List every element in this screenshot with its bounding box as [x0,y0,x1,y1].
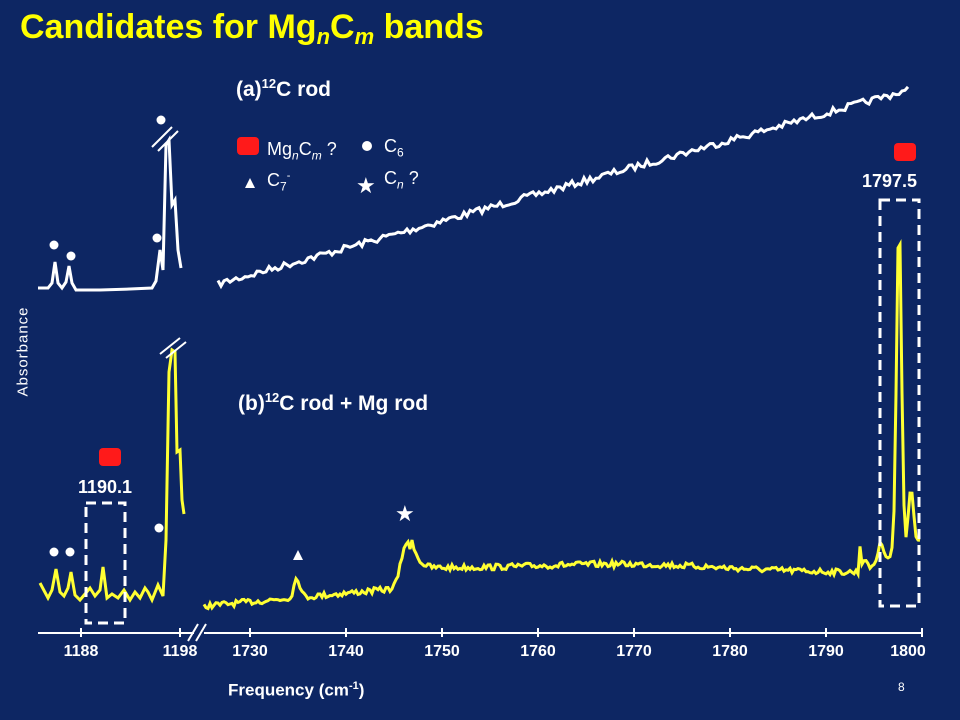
dashed-box-right [878,198,921,608]
page-title: Candidates for MgnCm bands [20,8,484,49]
marker-c6-b1 [49,547,59,557]
legend-c6-dot [362,141,372,151]
trace-a-left [38,134,183,292]
tick-label: 1770 [616,643,652,660]
marker-c6-a3 [152,233,162,243]
axis-break-a2 [157,130,179,152]
x-axis-break [187,623,199,642]
x-axis-label: Frequency (cm-1) [228,680,365,700]
tick-label: 1750 [424,643,460,660]
tick-label: 1790 [808,643,844,660]
trace-b-right [202,238,921,611]
marker-c7-triangle [293,550,303,560]
legend-mgncm-label: MgnCm ? [267,139,337,163]
trace-a-right [216,85,910,290]
panel-a-label: (a)12C rod [236,76,331,101]
legend-cn-label: Cn ? [384,168,419,192]
dashed-box-left [84,501,127,625]
legend-cn-star: ★ [356,174,376,199]
tick-label: 1730 [232,643,268,660]
legend-c7-label: C7- [267,170,291,194]
axis-break-b2 [165,341,187,359]
legend-c7-triangle [245,178,255,188]
axis-break-b [159,337,181,355]
marker-c6-b2 [65,547,75,557]
panel-b-label: (b)12C rod + Mg rod [238,390,429,415]
peak-label-right: 1797.5 [862,171,918,191]
page-number: 8 [898,680,905,694]
marker-c6-a4 [156,115,166,125]
trace-b-left [38,347,186,604]
marker-c6-a1 [49,240,59,250]
tick-label: 1188 [63,643,99,660]
legend-c6-label: C6 [384,136,404,160]
mgncm-marker-right [894,143,916,161]
peak-label-left: 1190.1 [78,477,133,497]
tick-label: 1198 [162,643,198,660]
marker-c6-a2 [66,251,76,261]
x-tick-marks [80,628,923,637]
tick-label: 1800 [890,643,926,660]
y-axis-label: Absorbance [14,306,32,397]
legend-mgncm-marker [237,137,259,155]
mgncm-marker-left [99,448,121,466]
x-axis-break2 [195,623,207,642]
marker-c6-b3 [154,523,164,533]
tick-label: 1780 [712,643,748,660]
marker-cn-star: ★ [395,502,415,527]
tick-label: 1740 [328,643,364,660]
tick-label: 1760 [520,643,556,660]
axis-break-a [151,126,173,148]
